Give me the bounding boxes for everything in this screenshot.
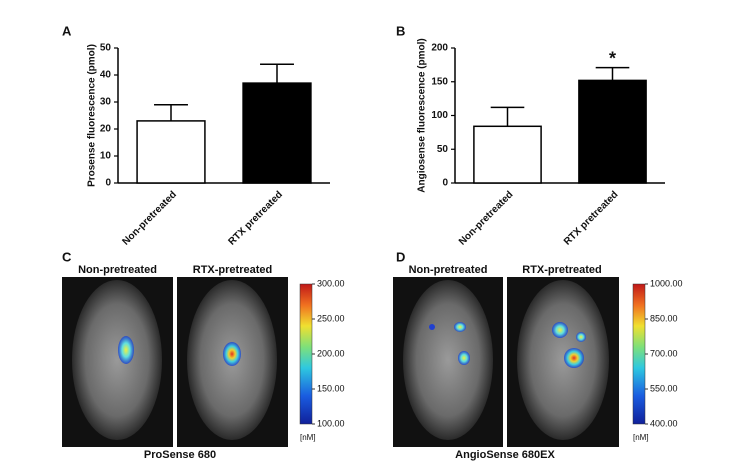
colorbar-tick-label: 1000.00: [650, 278, 683, 288]
y-tick-label: 0: [442, 178, 448, 189]
caption: ProSense 680: [144, 449, 216, 461]
y-tick-label: 0: [105, 178, 111, 189]
image-label: Non-pretreated: [78, 264, 157, 276]
caption: AngioSense 680EX: [455, 449, 555, 461]
y-tick-label: 50: [100, 43, 112, 54]
panel-label: D: [396, 249, 405, 264]
x-tick-label: Non-pretreated: [121, 189, 179, 247]
colorbar-tick-label: 850.00: [650, 313, 678, 323]
y-tick-label: 150: [431, 76, 448, 87]
x-tick-label: RTX pretreated: [562, 189, 620, 247]
colorbar-tick-label: 150.00: [317, 383, 345, 393]
y-axis-label: Angiosense fluorescence (pmol): [417, 38, 428, 192]
bar: [136, 120, 206, 184]
colorbar-unit: [nM]: [300, 433, 316, 442]
y-tick-label: 50: [437, 144, 449, 155]
colorbar-tick-label: 550.00: [650, 383, 678, 393]
colorbar-tick-label: 200.00: [317, 348, 345, 358]
y-tick-label: 30: [100, 97, 112, 108]
panel-label: B: [396, 23, 405, 38]
image-label: Non-pretreated: [409, 264, 488, 276]
x-tick-label: RTX pretreated: [227, 189, 285, 247]
mouse-images: [62, 277, 619, 447]
image-label: RTX-pretreated: [193, 264, 272, 276]
colorbar-tick-label: 300.00: [317, 278, 345, 288]
colorbar-unit: [nM]: [633, 433, 649, 442]
colorbar-tick-label: 100.00: [317, 418, 345, 428]
x-tick-label: Non-pretreated: [457, 189, 515, 247]
y-tick-label: 40: [100, 70, 112, 81]
bar: [242, 82, 312, 184]
colorbar-tick-label: 400.00: [650, 418, 678, 428]
panel-label: C: [62, 249, 72, 264]
colorbar: [299, 283, 313, 425]
colorbar-tick-label: 250.00: [317, 313, 345, 323]
y-tick-label: 20: [100, 124, 112, 135]
annotation: *: [609, 48, 616, 68]
y-tick-label: 200: [431, 43, 448, 54]
bar: [578, 79, 647, 184]
y-tick-label: 10: [100, 151, 112, 162]
image-label: RTX-pretreated: [522, 264, 601, 276]
colorbar: [632, 283, 646, 425]
y-axis-label: Prosense fluorescence (pmol): [87, 44, 98, 187]
bar: [473, 125, 542, 184]
colorbar-tick-label: 700.00: [650, 348, 678, 358]
y-tick-label: 100: [431, 110, 448, 121]
panel-label: A: [62, 23, 72, 38]
